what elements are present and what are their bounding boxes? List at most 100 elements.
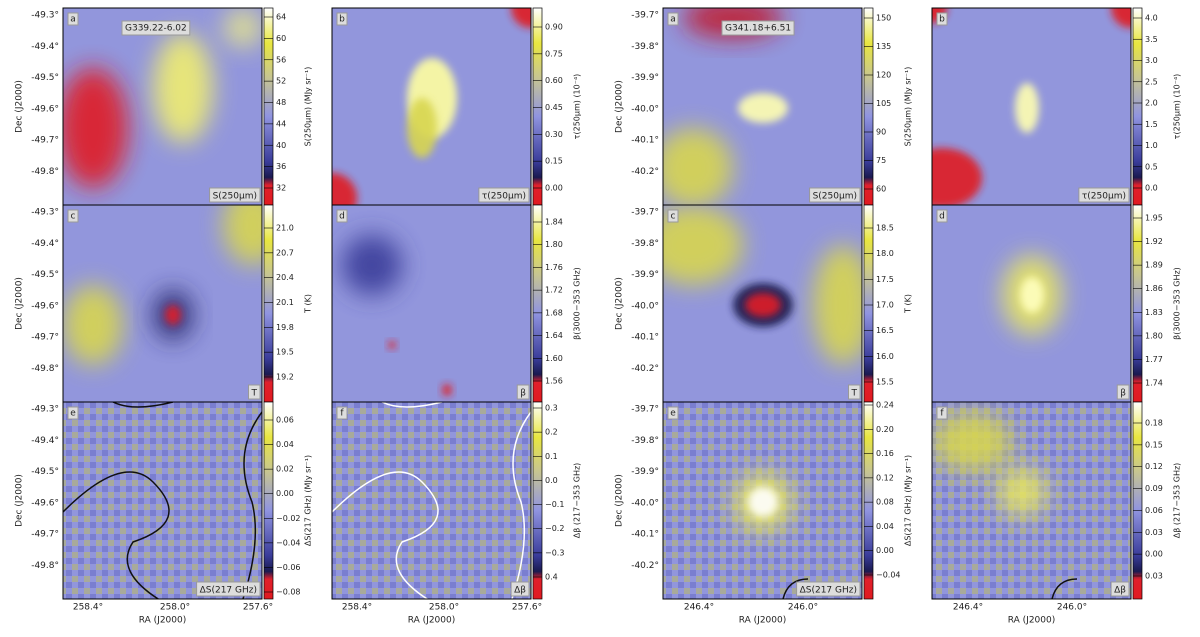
panel-image	[663, 402, 862, 599]
blob	[932, 148, 982, 205]
y-tick-label: -40.1°	[631, 333, 659, 343]
corner-box	[478, 187, 530, 203]
panel: a S(250μm) G339.22-6.02 64 60 56 52 48 44 40 36 32 S…	[15, 7, 313, 206]
y-tick-label: -49.6°	[31, 301, 59, 311]
letter-box	[67, 12, 79, 26]
corner-box	[809, 187, 861, 203]
corner-box	[209, 187, 261, 203]
y-axis-label: Dec (J2000)	[615, 277, 625, 330]
colorbar	[863, 7, 874, 206]
colorbar-tick-label: 44	[276, 119, 286, 128]
panel-image	[63, 8, 262, 205]
blob	[813, 245, 862, 365]
y-tick-label: -49.7°	[31, 136, 59, 146]
panel-frame	[662, 401, 863, 600]
colorbar-tick-label: 0.90	[545, 23, 563, 32]
colorbar-tick-label: 0.00	[876, 546, 894, 555]
colorbar-tick-label: 1.95	[1145, 214, 1163, 223]
blob	[332, 173, 357, 205]
panel: e ΔS(217 GHz) 0.24 0.20 0.16 0.12 0.08 0.04 0.00…	[615, 401, 913, 626]
corner-box	[1116, 384, 1130, 400]
panel: e ΔS(217 GHz) 0.06 0.04 0.02 0.00 −0.02 −0.04 −0…	[15, 401, 313, 626]
contour	[63, 402, 262, 599]
y-tick-label: -40.2°	[631, 561, 659, 571]
colorbar-tick-label: 64	[276, 13, 286, 22]
colorbar-label: T (K)	[304, 294, 313, 314]
colorbar-tick-label: −0.1	[545, 500, 564, 509]
colorbar-tick-label: 4.0	[1145, 14, 1158, 23]
colorbar-tick-label: −0.3	[545, 548, 564, 557]
colorbar-tick-label: 32	[276, 184, 286, 193]
colorbar-label: τ(250μm) (10⁻⁴)	[573, 74, 582, 140]
colorbar	[1132, 401, 1143, 600]
colorbar-tick-label: 19.5	[276, 348, 294, 357]
x-tick-label: 246.0°	[788, 603, 818, 613]
panel-letter: f	[340, 409, 344, 419]
blob	[748, 487, 778, 517]
blob	[1020, 277, 1044, 313]
panel-image	[663, 205, 862, 402]
y-tick-label: -49.3°	[31, 405, 59, 415]
colorbar-label: ΔS(217 GHz) (MJy sr⁻¹)	[904, 455, 913, 546]
colorbar-tick-label: 0.04	[876, 522, 894, 531]
colorbar-label: S(250μm) (MJy sr⁻¹)	[304, 67, 313, 147]
y-tick-label: -39.9°	[631, 73, 659, 83]
letter-box	[67, 406, 79, 420]
colorbar-tick-label: 21.0	[276, 224, 294, 233]
colorbar-tick-label: 1.5	[1145, 120, 1158, 129]
x-tick-label: 257.6°	[243, 603, 273, 613]
x-axis-label: RA (J2000)	[1008, 616, 1056, 626]
panel-image	[932, 205, 1131, 402]
colorbar	[532, 204, 543, 403]
title-box	[721, 20, 795, 36]
colorbar-tick-label: 0.30	[545, 130, 563, 139]
letter-box	[936, 12, 948, 26]
colorbar-tick-label: 1.77	[1145, 355, 1163, 364]
blob	[342, 235, 402, 295]
letter-box	[336, 406, 348, 420]
corner-box	[1110, 581, 1130, 597]
colorbar-tick-label: 0.04	[276, 440, 294, 449]
y-tick-label: -40.1°	[631, 136, 659, 146]
colorbar-tick-label: 0.75	[545, 49, 563, 58]
figure-title: G341.18+6.51	[725, 24, 791, 34]
y-tick-label: -49.5°	[31, 467, 59, 477]
panel-image	[63, 205, 262, 402]
colorbar-tick-label: 2.0	[1145, 99, 1158, 108]
y-tick-label: -40.0°	[631, 301, 659, 311]
title-box	[121, 20, 191, 36]
colorbar-tick-label: −0.04	[876, 571, 901, 580]
colorbar-tick-label: 1.56	[545, 377, 563, 386]
colorbar-label: S(250μm) (MJy sr⁻¹)	[904, 67, 913, 147]
panel-corner-label: Δβ	[514, 586, 526, 596]
panel-image	[332, 205, 531, 402]
colorbar-tick-label: 0.15	[1145, 440, 1163, 449]
panel-corner-label: τ(250μm)	[482, 192, 526, 202]
colorbar-tick-label: 0.03	[1145, 572, 1163, 581]
colorbar-tick-label: 135	[876, 42, 891, 51]
blob	[223, 8, 262, 48]
panel-corner-label: S(250μm)	[213, 192, 257, 202]
colorbar-tick-label: 0.09	[1145, 484, 1163, 493]
y-tick-label: -49.3°	[31, 208, 59, 218]
y-axis-label: Dec (J2000)	[615, 474, 625, 527]
colorbar-tick-label: 0.2	[545, 428, 558, 437]
y-tick-label: -40.0°	[631, 498, 659, 508]
colorbar-tick-label: 105	[876, 99, 891, 108]
background	[332, 205, 531, 402]
x-tick-label: 258.0°	[429, 603, 459, 613]
y-axis-label: Dec (J2000)	[615, 80, 625, 133]
x-tick-label: 246.4°	[684, 603, 714, 613]
panel-letter: a	[70, 15, 76, 25]
panel-letter: f	[940, 409, 944, 419]
x-tick-label: 246.4°	[953, 603, 983, 613]
colorbar-tick-label: 1.80	[1145, 331, 1163, 340]
colorbar-tick-label: 1.80	[545, 240, 563, 249]
y-tick-label: -40.2°	[631, 167, 659, 177]
y-tick-label: -49.6°	[31, 104, 59, 114]
y-tick-label: -49.6°	[31, 498, 59, 508]
colorbar-tick-label: 1.64	[545, 331, 563, 340]
colorbar-tick-label: 1.74	[1145, 379, 1163, 388]
y-tick-label: -49.4°	[31, 239, 59, 249]
